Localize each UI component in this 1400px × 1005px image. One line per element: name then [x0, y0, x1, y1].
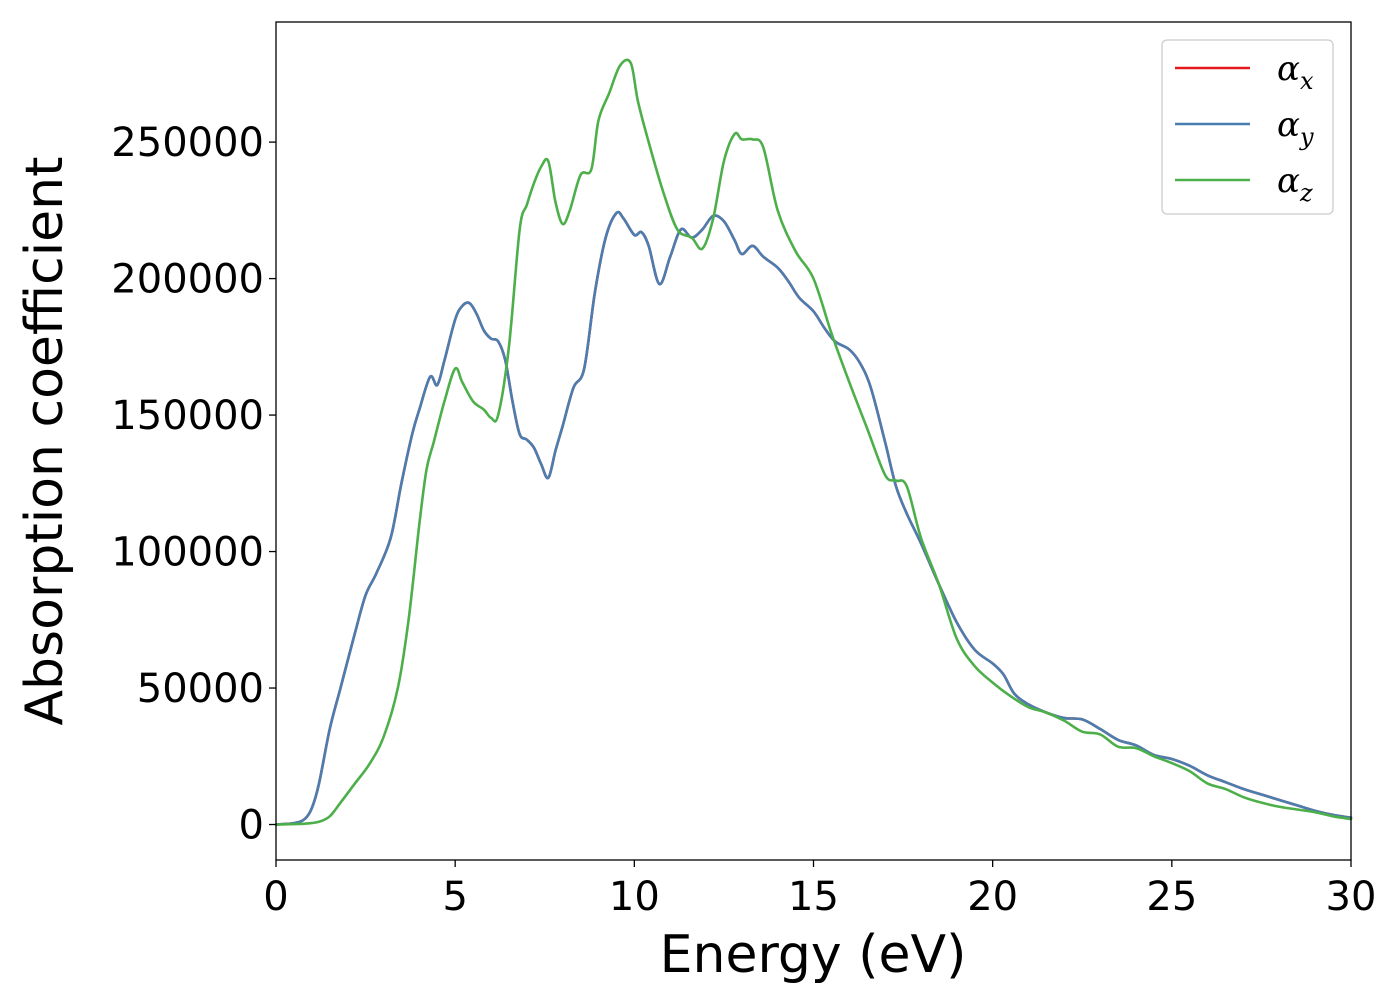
- x-axis-label: Energy (eV): [660, 925, 967, 985]
- y-tick-label: 150000: [111, 393, 264, 439]
- y-tick-label: 50000: [137, 666, 264, 712]
- legend-label-x: αx: [1277, 49, 1314, 95]
- legend-box: [1161, 39, 1334, 215]
- series-line-z: [274, 58, 1353, 826]
- y-tick-label: 100000: [111, 530, 264, 576]
- x-tick-label: 10: [609, 874, 660, 920]
- y-tick-label: 0: [239, 803, 264, 849]
- x-tick-label: 5: [442, 874, 467, 920]
- x-tick-label: 20: [967, 874, 1018, 920]
- x-tick-label: 0: [263, 874, 288, 920]
- x-tick-label: 30: [1326, 874, 1377, 920]
- y-tick-label: 200000: [111, 257, 264, 303]
- legend-label-z: αz: [1277, 161, 1313, 207]
- x-tick-label: 15: [788, 874, 839, 920]
- y-axis-label: Absorption coefficient: [15, 156, 75, 725]
- x-tick-label: 25: [1146, 874, 1197, 920]
- x-axis: 0 5 10 15 20 25 30: [263, 860, 1376, 920]
- y-axis: 0 50000 100000 150000 200000 250000: [111, 120, 276, 849]
- y-tick-label: 250000: [111, 120, 264, 166]
- legend-label-y: αy: [1277, 105, 1314, 151]
- legend: αx αy αz: [1161, 39, 1334, 215]
- series-layer: [274, 58, 1353, 826]
